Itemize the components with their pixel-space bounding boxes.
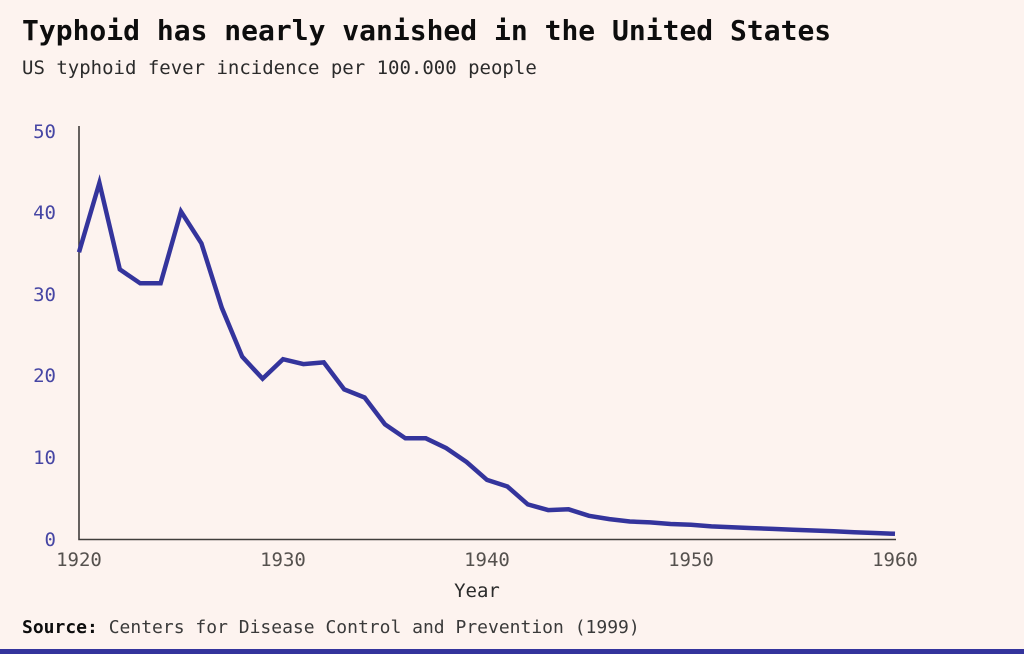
footer-accent-bar [0, 649, 1024, 654]
source-note: Source: Centers for Disease Control and … [22, 617, 640, 638]
x-axis-tick-label: 1940 [464, 549, 510, 571]
x-axis-tick-label: 1930 [260, 549, 306, 571]
y-axis-tick-label: 30 [33, 283, 56, 306]
y-axis-tick-label: 40 [33, 202, 56, 225]
x-axis-tick-label: 1960 [872, 549, 918, 571]
chart-title: Typhoid has nearly vanished in the Unite… [22, 14, 832, 47]
axis-lines [78, 126, 896, 541]
source-text: Centers for Disease Control and Preventi… [108, 617, 640, 638]
chart-subtitle: US typhoid fever incidence per 100.000 p… [22, 57, 537, 79]
y-axis-tick-label: 20 [33, 365, 56, 388]
y-axis-tick-label: 50 [33, 120, 56, 143]
source-label: Source: [22, 617, 98, 638]
x-axis-tick-label: 1950 [668, 549, 714, 571]
x-axis-tick-label: 1920 [56, 549, 102, 571]
x-axis-title: Year [454, 580, 500, 602]
y-axis-tick-label: 10 [33, 446, 56, 469]
y-axis-tick-label: 0 [44, 528, 56, 551]
typhoid-incidence-line [76, 174, 896, 537]
